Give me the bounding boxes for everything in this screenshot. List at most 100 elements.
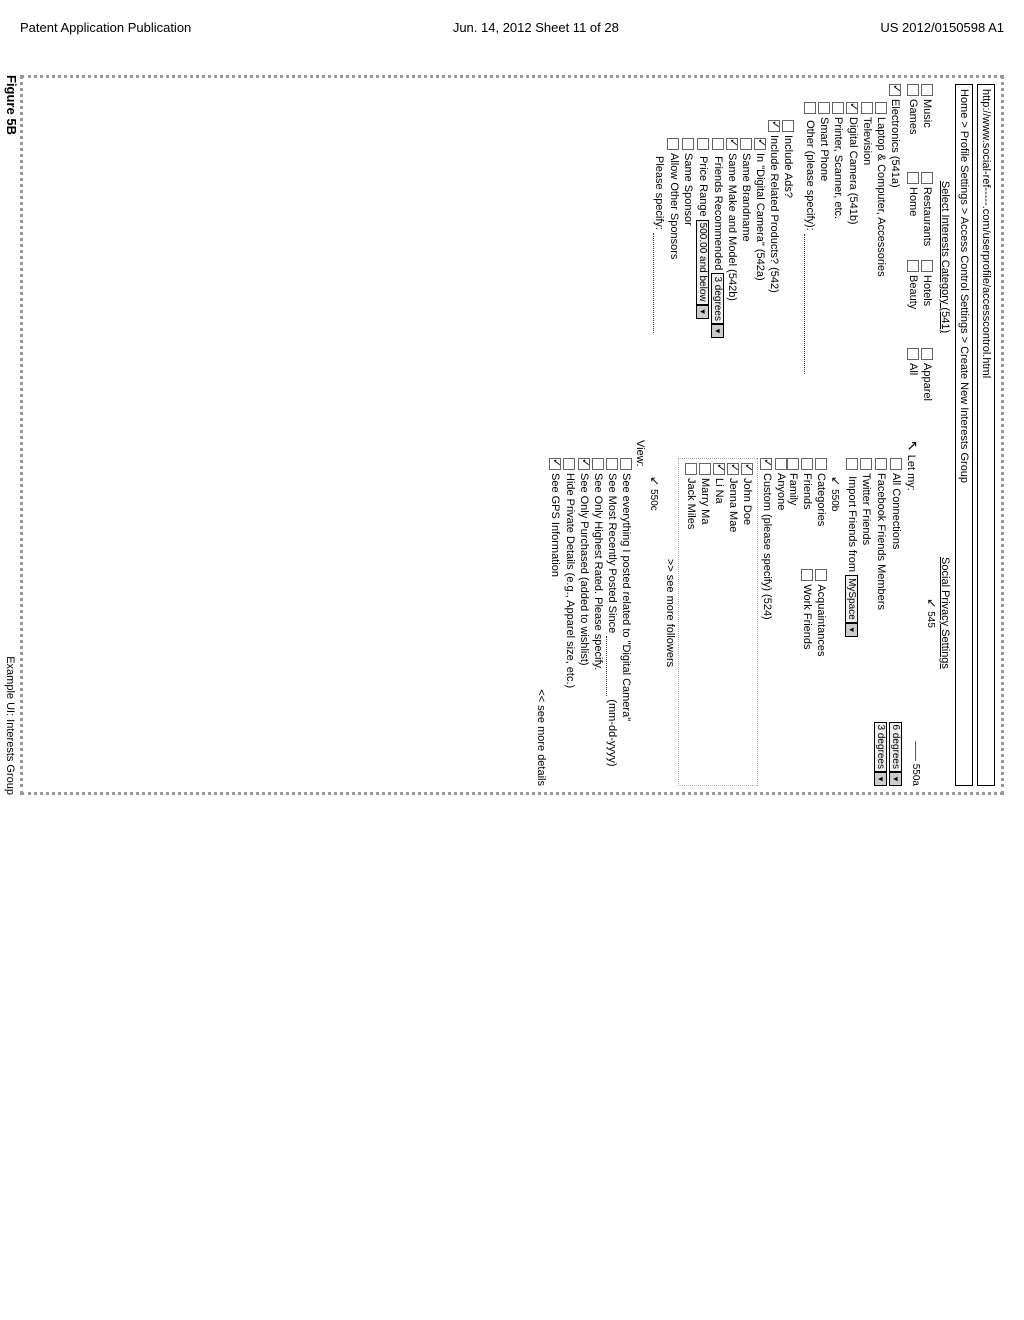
anyone-label: Anyone — [775, 473, 787, 510]
checkbox-work-friends[interactable] — [801, 569, 813, 581]
specify-input[interactable] — [654, 233, 655, 333]
degrees-dropdown-3[interactable]: 3 degrees — [874, 722, 887, 772]
dropdown-arrow-icon[interactable]: ▾ — [874, 772, 887, 786]
item-label: Smart Phone — [818, 117, 830, 181]
checkbox-cat-3[interactable] — [921, 348, 933, 360]
friends-rec-dropdown[interactable]: 3 degrees — [711, 273, 724, 323]
import-dropdown[interactable]: MySpace — [845, 575, 858, 623]
checkbox-person-3[interactable] — [699, 463, 711, 475]
checkbox-item-2[interactable] — [861, 102, 873, 114]
checkbox-item-5[interactable] — [818, 102, 830, 114]
other-input[interactable] — [804, 234, 805, 374]
checkbox-item-0[interactable] — [889, 84, 901, 96]
breadcrumb[interactable]: Home > Profile Settings > Access Control… — [955, 84, 973, 786]
person-label: Jenna Mae — [727, 478, 739, 532]
checkbox-friends-rec[interactable] — [712, 138, 724, 150]
checkbox-allow-other[interactable] — [668, 138, 680, 150]
checkbox-acquaintances[interactable] — [815, 569, 827, 581]
view-label: View: — [634, 440, 646, 467]
url-bar[interactable]: http://www.social-ref-----.com/userprofi… — [977, 84, 995, 786]
item-label: Television — [861, 117, 873, 165]
checkbox-person-0[interactable] — [741, 463, 753, 475]
checkbox-import[interactable] — [846, 458, 858, 470]
see-more-followers-link[interactable]: >> see more followers — [664, 559, 676, 667]
let-my-label: Let my: — [905, 455, 917, 491]
checkbox-same-brand[interactable] — [740, 138, 752, 150]
checkbox-view-5[interactable] — [549, 458, 561, 470]
checkbox-anyone[interactable] — [775, 458, 787, 470]
checkbox-cat-4[interactable] — [907, 84, 919, 96]
dropdown-arrow-icon[interactable]: ▾ — [696, 305, 709, 319]
checkbox-all-conn[interactable] — [890, 458, 902, 470]
dropdown-arrow-icon[interactable]: ▾ — [711, 324, 724, 338]
checkbox-cat-1[interactable] — [921, 172, 933, 184]
checkbox-cat-6[interactable] — [907, 260, 919, 272]
checkbox-item-4[interactable] — [832, 102, 844, 114]
checkbox-other[interactable] — [804, 102, 816, 114]
include-related-label: Include Related Products? (542) — [768, 135, 780, 293]
checkbox-cat-0[interactable] — [921, 84, 933, 96]
checkbox-price-range[interactable] — [697, 138, 709, 150]
checkbox-person-2[interactable] — [713, 463, 725, 475]
see-more-details-link[interactable]: << see more details — [535, 689, 547, 786]
checkbox-same-sponsor[interactable] — [682, 138, 694, 150]
checkbox-view-1[interactable] — [606, 458, 618, 470]
checkbox-fb[interactable] — [875, 458, 887, 470]
checkbox-person-4[interactable] — [685, 463, 697, 475]
checkbox-include-related[interactable] — [768, 120, 780, 132]
checkbox-item-3[interactable] — [846, 102, 858, 114]
checkbox-custom[interactable] — [760, 458, 772, 470]
checkbox-view-2[interactable] — [592, 458, 604, 470]
allow-other-label: Allow Other Sponsors — [668, 153, 680, 259]
cursor-icon: ↖ — [904, 440, 921, 452]
same-brand-label: Same Brandname — [740, 153, 752, 242]
checkbox-same-make[interactable] — [726, 138, 738, 150]
checkbox-include-ads[interactable] — [782, 120, 794, 132]
categories-label: Categories — [815, 473, 827, 526]
dropdown-arrow-icon[interactable]: ▾ — [845, 623, 858, 637]
checkbox-view-4[interactable] — [564, 458, 576, 470]
item-label: Digital Camera (541b) — [847, 117, 859, 225]
degrees-dropdown-6[interactable]: 6 degrees — [889, 722, 902, 772]
acquaintances-label: Acquaintances — [815, 584, 827, 656]
view-label: See Only Purchased (added to wishlist) — [578, 473, 590, 666]
checkbox-cat-2[interactable] — [921, 260, 933, 272]
checkbox-view-3[interactable] — [578, 458, 590, 470]
item-label: Electronics (541a) — [889, 99, 901, 188]
person-label: Li Na — [713, 478, 725, 504]
arrow-icon: ↙ — [925, 598, 939, 608]
checkbox-view-0[interactable] — [620, 458, 632, 470]
checkbox-in-digital[interactable] — [754, 138, 766, 150]
checkbox-twitter[interactable] — [860, 458, 872, 470]
checkbox-item-1[interactable] — [875, 102, 887, 114]
item-label: Laptop & Computer, Accessories — [875, 117, 887, 277]
in-digital-label: In "Digital Camera" (542a) — [754, 153, 766, 281]
date-input[interactable] — [606, 636, 607, 696]
all-conn-label: All Connections — [890, 473, 902, 549]
person-label: Jack Miles — [685, 478, 697, 529]
arrow-icon: ↙ — [648, 476, 662, 486]
cat-label: Restaurants — [921, 187, 933, 246]
ref-550c: 550c — [648, 489, 659, 511]
person-label: John Doe — [741, 478, 753, 525]
cat-label: Beauty — [907, 275, 919, 309]
checkbox-cat-5[interactable] — [907, 172, 919, 184]
cat-label: Music — [921, 99, 933, 128]
checkbox-friends[interactable] — [801, 458, 813, 470]
family-label: Family — [787, 473, 799, 505]
ref-545: 545 — [925, 611, 936, 628]
pub-header-right: US 2012/0150598 A1 — [880, 20, 1004, 35]
checkbox-family[interactable] — [787, 458, 799, 470]
friends-rec-label: Friends Recommended — [712, 156, 724, 270]
ref-550a: —— 550a — [904, 741, 921, 786]
checkbox-person-1[interactable] — [727, 463, 739, 475]
same-sponsor-label: Same Sponsor — [682, 153, 694, 226]
checkbox-cat-7[interactable] — [907, 348, 919, 360]
checkbox-categories[interactable] — [815, 458, 827, 470]
price-range-dropdown[interactable]: 500.00 and below — [696, 220, 709, 305]
interests-header: Select Interests Category (541) — [939, 84, 951, 430]
cat-label: Games — [907, 99, 919, 134]
dropdown-arrow-icon[interactable]: ▾ — [889, 772, 902, 786]
include-ads-label: Include Ads? — [782, 135, 794, 198]
custom-label: Custom (please specify) (524) — [761, 473, 773, 620]
